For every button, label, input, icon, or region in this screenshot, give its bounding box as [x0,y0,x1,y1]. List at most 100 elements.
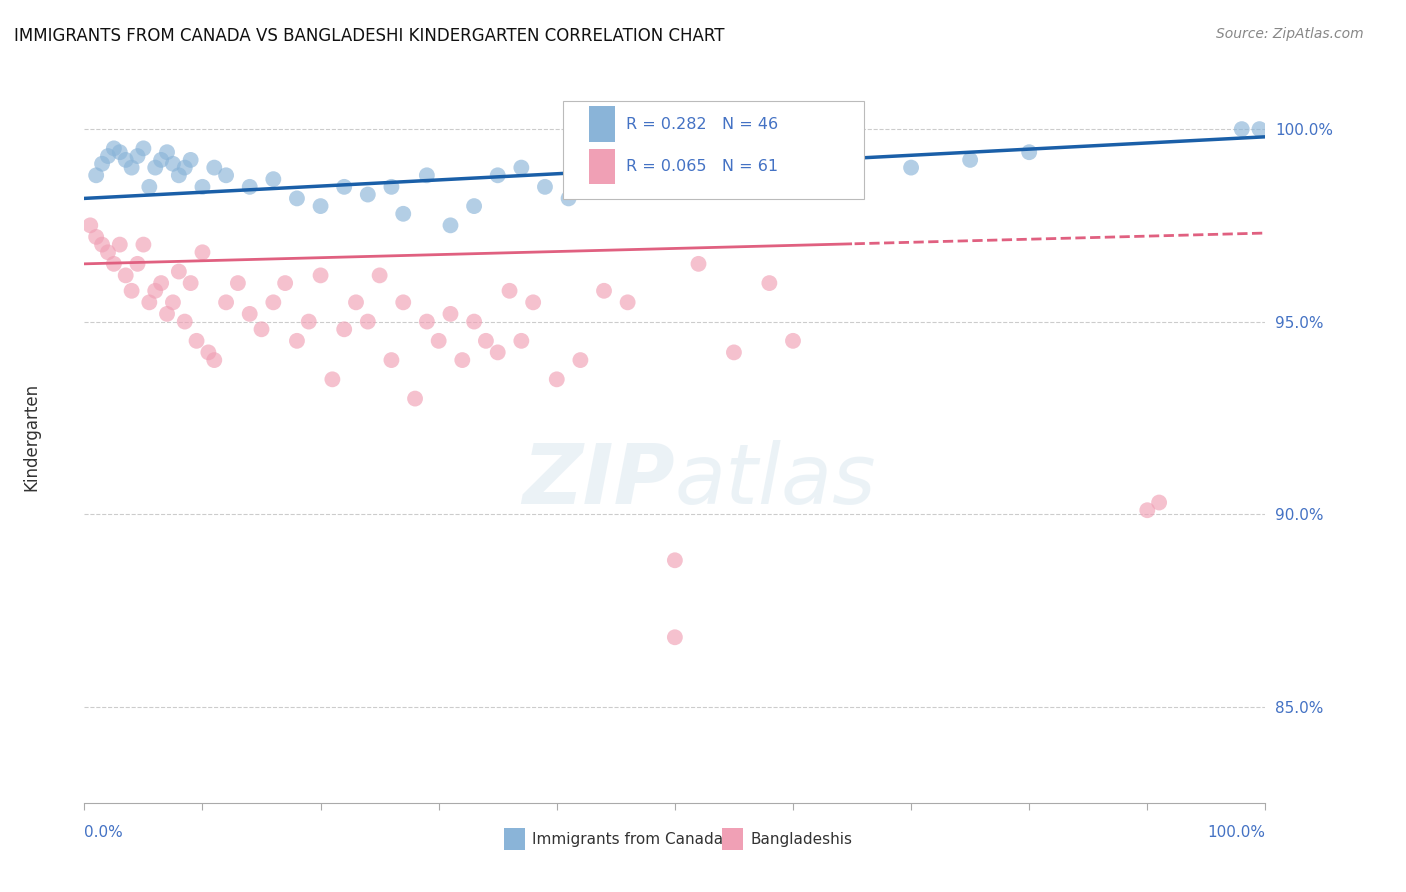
Point [132,237,155,252]
Point [546,372,568,386]
Point [156,307,179,321]
Point [416,169,439,183]
Point [959,153,981,167]
Point [416,315,439,329]
FancyBboxPatch shape [562,101,863,200]
Point [127,257,149,271]
Point [121,161,143,175]
Point [79,219,101,233]
Point [180,276,202,290]
Point [1147,495,1170,509]
Point [723,345,745,359]
FancyBboxPatch shape [589,149,614,184]
Text: Immigrants from Canada: Immigrants from Canada [531,832,723,847]
Point [664,179,686,194]
Point [404,392,426,406]
Point [127,149,149,163]
Point [723,169,745,183]
Point [498,284,520,298]
Point [108,145,131,160]
Text: IMMIGRANTS FROM CANADA VS BANGLADESHI KINDERGARTEN CORRELATION CHART: IMMIGRANTS FROM CANADA VS BANGLADESHI KI… [14,27,724,45]
Text: 100.0%: 100.0% [1208,825,1265,839]
Point [180,153,202,167]
Point [357,315,380,329]
Point [167,169,190,183]
FancyBboxPatch shape [723,829,744,850]
Point [616,295,638,310]
Point [333,179,356,194]
Point [475,334,498,348]
Point [427,334,450,348]
Point [392,207,415,221]
Point [173,161,195,175]
Point [605,153,627,167]
Point [830,149,852,163]
Point [121,284,143,298]
Point [1136,503,1159,517]
Point [191,245,214,260]
Point [380,353,402,368]
Point [557,191,579,205]
Point [226,276,249,290]
Point [186,334,208,348]
Point [262,295,284,310]
Point [202,353,225,368]
Point [357,187,380,202]
Point [150,276,173,290]
Point [309,199,332,213]
Point [900,161,922,175]
Point [132,141,155,155]
Point [1230,122,1253,136]
Point [451,353,474,368]
Point [463,315,485,329]
Point [156,145,179,160]
Text: ZIP: ZIP [522,441,675,522]
FancyBboxPatch shape [589,106,614,142]
Point [138,295,160,310]
Point [91,157,114,171]
Point [84,169,107,183]
Point [97,245,120,260]
Point [298,315,321,329]
Point [309,268,332,283]
Text: R = 0.065   N = 61: R = 0.065 N = 61 [627,159,779,174]
Point [486,345,509,359]
Point [84,230,107,244]
Point [215,295,238,310]
Point [239,179,262,194]
Text: 0.0%: 0.0% [84,825,124,839]
Text: R = 0.282   N = 46: R = 0.282 N = 46 [627,117,779,131]
Point [569,353,592,368]
Point [522,295,544,310]
Text: atlas: atlas [675,441,876,522]
Point [344,295,367,310]
Point [274,276,297,290]
Point [439,307,461,321]
Point [1249,122,1271,136]
Point [463,199,485,213]
Point [510,334,533,348]
Point [162,157,184,171]
Point [664,553,686,567]
Point [486,169,509,183]
Point [380,179,402,194]
Point [167,264,190,278]
Point [782,334,804,348]
Point [108,237,131,252]
Point [114,268,136,283]
Point [250,322,273,336]
Point [368,268,391,283]
Point [534,179,557,194]
Text: Source: ZipAtlas.com: Source: ZipAtlas.com [1216,27,1364,41]
Point [103,257,125,271]
Point [197,345,219,359]
Text: Bangladeshis: Bangladeshis [751,832,852,847]
Point [510,161,533,175]
Text: Kindergarten: Kindergarten [22,383,41,491]
Point [138,179,160,194]
Point [392,295,415,310]
Point [97,149,120,163]
Point [285,191,308,205]
Point [114,153,136,167]
Point [173,315,195,329]
